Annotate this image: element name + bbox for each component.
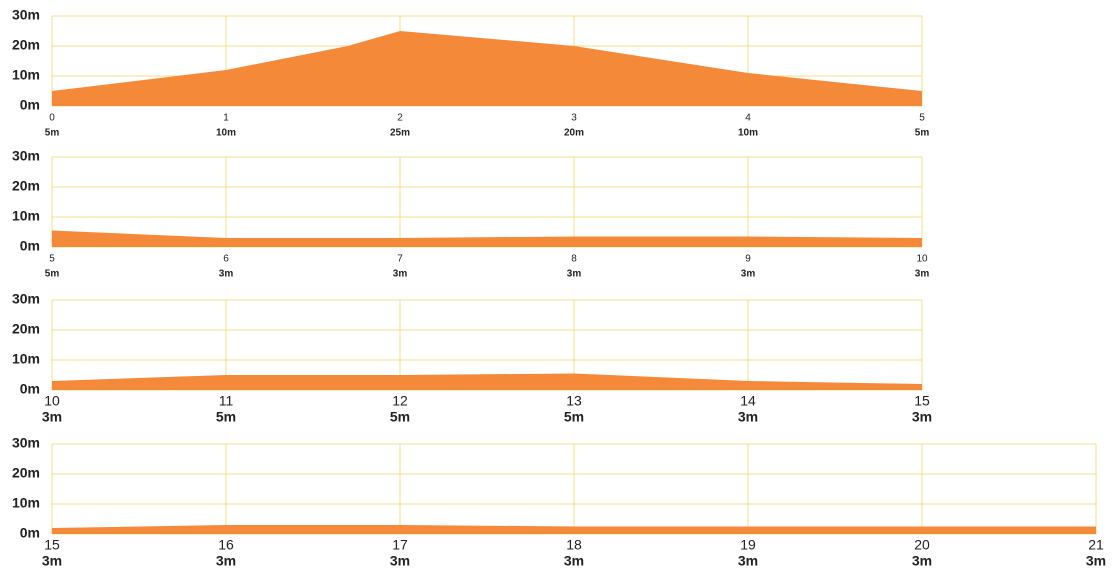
area xyxy=(52,31,922,106)
y-tick-label: 20m xyxy=(12,465,40,481)
x-tick-label: 18 xyxy=(566,537,582,553)
y-tick-label: 10m xyxy=(12,351,40,367)
area xyxy=(52,373,922,390)
x-tick-label: 19 xyxy=(740,537,756,553)
x-tick-sublabel: 25m xyxy=(390,128,410,139)
x-tick-label: 5 xyxy=(919,113,925,124)
y-tick-label: 0m xyxy=(20,97,40,113)
y-tick-label: 0m xyxy=(20,525,40,541)
x-tick-label: 9 xyxy=(745,254,751,265)
x-tick-sublabel: 5m xyxy=(915,128,930,139)
x-tick-label: 13 xyxy=(566,393,582,409)
y-tick-label: 10m xyxy=(12,208,40,224)
x-tick-label: 12 xyxy=(392,393,408,409)
y-tick-label: 20m xyxy=(12,321,40,337)
x-tick-label: 5 xyxy=(49,254,55,265)
x-tick-sublabel: 3m xyxy=(1086,553,1106,569)
x-tick-sublabel: 3m xyxy=(216,553,236,569)
x-tick-label: 8 xyxy=(571,254,577,265)
area xyxy=(52,525,1096,534)
x-tick-label: 11 xyxy=(219,393,234,409)
x-tick-sublabel: 3m xyxy=(738,409,758,425)
x-tick-label: 4 xyxy=(745,113,751,124)
x-tick-sublabel: 3m xyxy=(912,553,932,569)
x-tick-label: 0 xyxy=(49,113,55,124)
y-tick-label: 20m xyxy=(12,178,40,194)
x-tick-sublabel: 3m xyxy=(741,269,756,280)
x-tick-sublabel: 10m xyxy=(738,128,758,139)
x-tick-sublabel: 5m xyxy=(45,269,60,280)
y-tick-label: 30m xyxy=(12,291,40,307)
x-tick-label: 14 xyxy=(740,393,756,409)
x-tick-label: 15 xyxy=(914,393,930,409)
x-tick-label: 7 xyxy=(397,254,403,265)
x-tick-sublabel: 10m xyxy=(216,128,236,139)
x-tick-label: 10 xyxy=(916,254,928,265)
y-tick-label: 30m xyxy=(12,148,40,164)
y-tick-label: 10m xyxy=(12,495,40,511)
x-tick-sublabel: 20m xyxy=(564,128,584,139)
y-tick-label: 30m xyxy=(12,435,40,451)
area xyxy=(52,230,922,247)
x-tick-label: 2 xyxy=(397,113,403,124)
x-tick-label: 15 xyxy=(44,537,60,553)
x-tick-label: 1 xyxy=(223,113,229,124)
x-tick-label: 10 xyxy=(44,393,60,409)
y-tick-label: 10m xyxy=(12,67,40,83)
x-tick-label: 16 xyxy=(218,537,234,553)
x-tick-sublabel: 3m xyxy=(219,269,234,280)
x-tick-label: 20 xyxy=(914,537,930,553)
x-tick-sublabel: 5m xyxy=(45,128,60,139)
x-tick-sublabel: 5m xyxy=(564,409,584,425)
x-tick-sublabel: 5m xyxy=(390,409,410,425)
x-tick-label: 17 xyxy=(392,537,408,553)
x-tick-label: 3 xyxy=(571,113,577,124)
y-tick-label: 0m xyxy=(20,238,40,254)
x-tick-sublabel: 3m xyxy=(738,553,758,569)
y-tick-label: 0m xyxy=(20,381,40,397)
x-tick-label: 6 xyxy=(223,254,229,265)
x-tick-sublabel: 3m xyxy=(393,269,408,280)
x-tick-sublabel: 3m xyxy=(567,269,582,280)
x-tick-sublabel: 3m xyxy=(42,553,62,569)
x-tick-sublabel: 5m xyxy=(216,409,236,425)
x-tick-label: 21 xyxy=(1088,537,1104,553)
y-tick-label: 30m xyxy=(12,7,40,23)
x-tick-sublabel: 3m xyxy=(564,553,584,569)
y-tick-label: 20m xyxy=(12,37,40,53)
x-tick-sublabel: 3m xyxy=(915,269,930,280)
x-tick-sublabel: 3m xyxy=(390,553,410,569)
x-tick-sublabel: 3m xyxy=(912,409,932,425)
x-tick-sublabel: 3m xyxy=(42,409,62,425)
